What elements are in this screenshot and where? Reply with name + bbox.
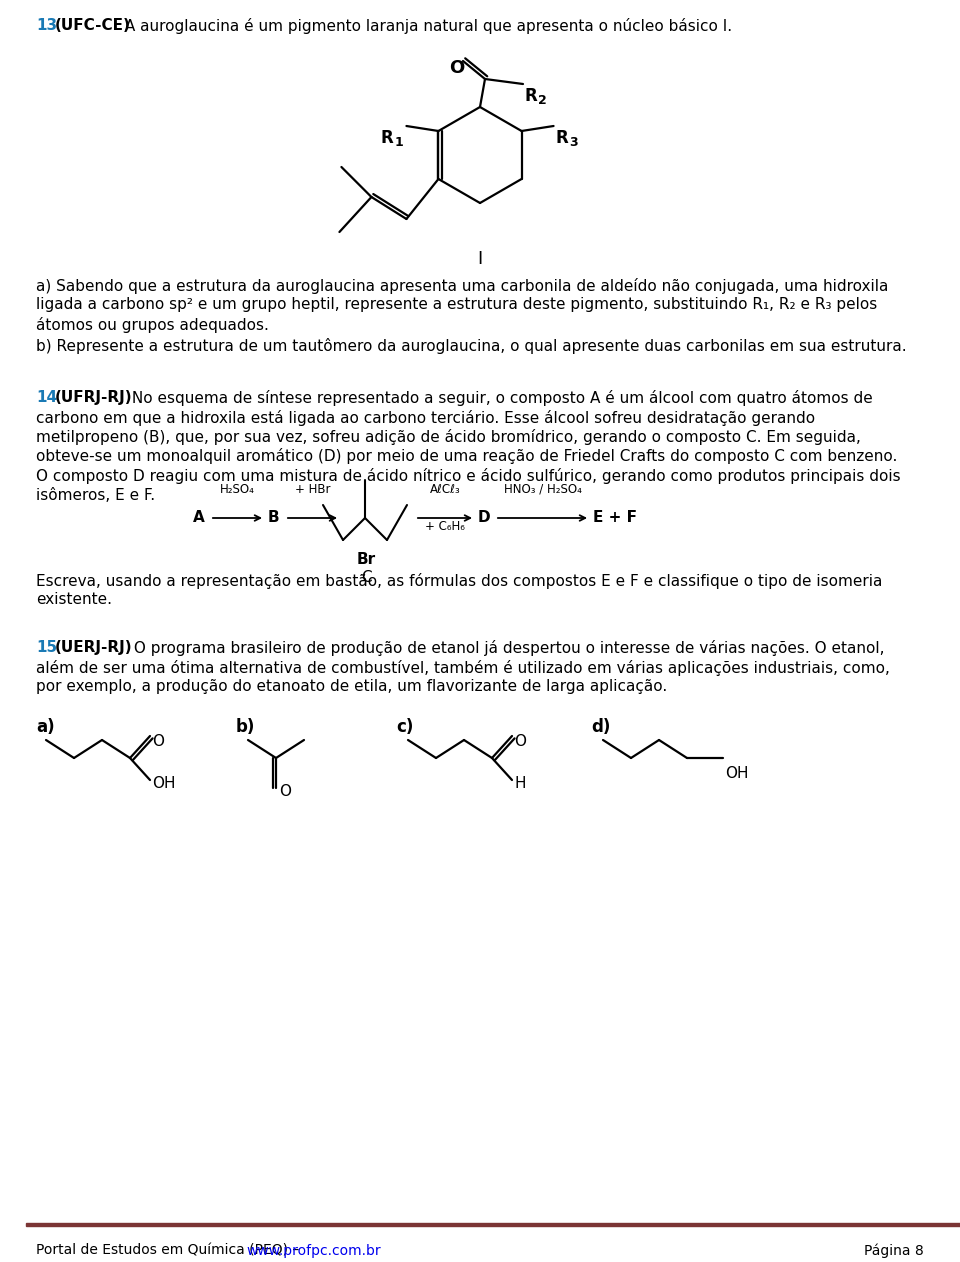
Text: Portal de Estudos em Química (PEQ) –: Portal de Estudos em Química (PEQ) –	[36, 1244, 303, 1258]
Text: HNO₃ / H₂SO₄: HNO₃ / H₂SO₄	[504, 483, 582, 496]
Text: (UFC-CE): (UFC-CE)	[55, 18, 131, 33]
Text: metilpropeno (B), que, por sua vez, sofreu adição de ácido bromídrico, gerando o: metilpropeno (B), que, por sua vez, sofr…	[36, 429, 861, 445]
Text: A auroglaucina é um pigmento laranja natural que apresenta o núcleo básico I.: A auroglaucina é um pigmento laranja nat…	[120, 18, 732, 34]
Text: H₂SO₄: H₂SO₄	[220, 483, 255, 496]
Text: 15: 15	[36, 640, 58, 655]
Text: 3: 3	[569, 136, 578, 149]
Text: b) Represente a estrutura de um tautômero da auroglaucina, o qual apresente duas: b) Represente a estrutura de um tautômer…	[36, 338, 906, 355]
Text: + HBr: + HBr	[295, 483, 330, 496]
Text: (UERJ-RJ): (UERJ-RJ)	[55, 640, 132, 655]
Text: No esquema de síntese representado a seguir, o composto A é um álcool com quatro: No esquema de síntese representado a seg…	[127, 390, 873, 406]
Text: existente.: existente.	[36, 592, 112, 607]
Text: b): b)	[236, 718, 255, 736]
Text: OH: OH	[152, 776, 176, 791]
Text: O composto D reagiu com uma mistura de ácido nítrico e ácido sulfúrico, gerando : O composto D reagiu com uma mistura de á…	[36, 468, 900, 485]
Text: O: O	[514, 734, 526, 750]
Text: O: O	[449, 59, 465, 77]
Text: O: O	[279, 784, 291, 799]
Text: C: C	[361, 570, 372, 586]
Text: ligada a carbono sp² e um grupo heptil, represente a estrutura deste pigmento, s: ligada a carbono sp² e um grupo heptil, …	[36, 298, 877, 313]
Text: Escreva, usando a representação em bastão, as fórmulas dos compostos E e F e cla: Escreva, usando a representação em bastã…	[36, 573, 882, 589]
Text: 13: 13	[36, 18, 58, 33]
Text: R: R	[525, 87, 538, 105]
Text: a): a)	[36, 718, 55, 736]
Text: a) Sabendo que a estrutura da auroglaucina apresenta uma carbonila de aldeído nã: a) Sabendo que a estrutura da auroglauci…	[36, 278, 888, 294]
Text: AℓCℓ₃: AℓCℓ₃	[430, 483, 461, 496]
Text: + C₆H₆: + C₆H₆	[425, 520, 465, 533]
Text: 14: 14	[36, 390, 58, 405]
Text: H: H	[514, 776, 525, 791]
Text: além de ser uma ótima alternativa de combustível, também é utilizado em várias a: além de ser uma ótima alternativa de com…	[36, 660, 890, 675]
Text: 1: 1	[395, 136, 403, 149]
Text: carbono em que a hidroxila está ligada ao carbono terciário. Esse álcool sofreu : carbono em que a hidroxila está ligada a…	[36, 409, 815, 425]
Text: O: O	[152, 734, 164, 750]
Text: B: B	[268, 510, 279, 525]
Text: A: A	[193, 510, 204, 525]
Text: Página 8: Página 8	[864, 1244, 924, 1258]
Text: d): d)	[591, 718, 611, 736]
Text: D: D	[478, 510, 491, 525]
Text: obteve-se um monoalquil aromático (D) por meio de uma reação de Friedel Crafts d: obteve-se um monoalquil aromático (D) po…	[36, 448, 898, 464]
Text: isômeros, E e F.: isômeros, E e F.	[36, 487, 156, 502]
Text: www.profpc.com.br: www.profpc.com.br	[247, 1244, 381, 1258]
Text: O programa brasileiro de produção de etanol já despertou o interesse de várias n: O programa brasileiro de produção de eta…	[129, 640, 884, 656]
Text: E + F: E + F	[593, 510, 637, 525]
Text: 2: 2	[538, 93, 547, 107]
Text: por exemplo, a produção do etanoato de etila, um flavorizante de larga aplicação: por exemplo, a produção do etanoato de e…	[36, 679, 667, 694]
Text: Br: Br	[357, 551, 376, 567]
Text: c): c)	[396, 718, 414, 736]
Text: R: R	[380, 129, 394, 146]
Text: (UFRJ-RJ): (UFRJ-RJ)	[55, 390, 132, 405]
Bar	[26, 1223, 960, 1225]
Text: OH: OH	[725, 766, 749, 781]
Text: I: I	[477, 250, 483, 268]
Text: R: R	[556, 129, 568, 146]
Text: átomos ou grupos adequados.: átomos ou grupos adequados.	[36, 317, 269, 333]
